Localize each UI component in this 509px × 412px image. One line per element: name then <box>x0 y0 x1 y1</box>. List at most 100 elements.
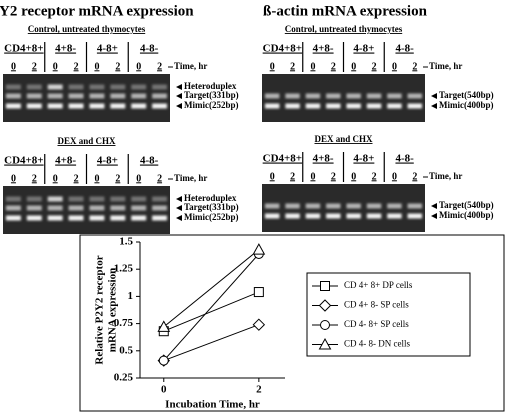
band-label: Mimic(252bp) <box>184 212 239 222</box>
gel-band <box>131 103 147 109</box>
gel-band <box>265 213 280 219</box>
gel-band <box>68 215 84 221</box>
legend-label: CD 4+ 8+ DP cells <box>344 280 413 290</box>
lane-group-label: 4-8- <box>395 43 414 55</box>
band-arrow <box>176 93 182 99</box>
time-label: 0 <box>136 173 141 184</box>
legend-label: CD 4+ 8- SP cells <box>344 300 409 310</box>
time-label: 2 <box>412 61 417 72</box>
time-label: 0 <box>392 61 397 72</box>
gel-band <box>407 213 422 219</box>
legend-marker <box>320 320 330 330</box>
time-label: 0 <box>310 171 315 182</box>
x-tick-label: 0 <box>161 384 167 396</box>
time-label: 0 <box>53 173 58 184</box>
time-label: 2 <box>412 171 417 182</box>
band-label: Mimic(400bp) <box>439 100 494 110</box>
gel-band <box>265 93 280 99</box>
gel-band <box>305 103 321 109</box>
legend-label: CD 4- 8+ SP cells <box>344 319 409 329</box>
time-label: 0 <box>351 171 356 182</box>
gel-band <box>366 203 382 209</box>
gel-band <box>6 103 21 109</box>
gel-band <box>407 203 422 209</box>
legend-label: CD 4- 8- DN cells <box>344 339 410 349</box>
gel-band <box>47 205 63 211</box>
y-axis-label: mRNA expression <box>107 268 119 352</box>
gel-band <box>110 84 126 90</box>
time-label: 2 <box>290 171 295 182</box>
legend-marker <box>318 299 332 312</box>
band-label: Mimic(252bp) <box>184 100 239 110</box>
band-arrow <box>431 213 437 219</box>
gel-band <box>346 213 361 219</box>
series-line <box>163 324 260 362</box>
gel-band <box>305 213 321 219</box>
lane-group-label: CD4+8+ <box>4 155 43 167</box>
gel-band <box>89 103 105 109</box>
time-label: 2 <box>32 173 37 184</box>
y-tick-label: 1.5 <box>119 236 133 248</box>
panel-subtitle: Control, untreated thymocytes <box>28 24 146 34</box>
lane-group-label: 4-8+ <box>353 43 374 55</box>
gel-band <box>131 215 147 221</box>
y-tick-label: 0.25 <box>114 372 134 384</box>
band-label: Target(540bp) <box>439 200 494 210</box>
time-label: 0 <box>94 173 99 184</box>
marker <box>253 287 264 298</box>
gel-band <box>152 84 167 90</box>
marker <box>252 243 266 255</box>
lane-group-label: CD4+8+ <box>263 43 302 55</box>
gel-band <box>26 196 42 202</box>
gel-band <box>47 103 63 109</box>
gel-band <box>47 215 63 221</box>
gel-band <box>6 215 21 221</box>
band-label: Heteroduplex <box>184 193 237 203</box>
gel-band <box>110 215 126 221</box>
gel-band <box>131 84 147 90</box>
gel-band <box>89 215 105 221</box>
gel-band <box>387 213 402 219</box>
band-arrow <box>431 93 437 99</box>
chart-frame <box>79 234 505 412</box>
lane-group-label: 4+8- <box>55 43 76 55</box>
gel-band <box>89 196 105 202</box>
band-arrow <box>176 205 182 211</box>
time-unit: Time, hr <box>174 61 207 71</box>
gel-band <box>131 93 147 99</box>
time-label: 2 <box>32 61 37 72</box>
time-unit: Time, hr <box>429 61 462 71</box>
lane-group-label: 4-8- <box>140 43 159 55</box>
gel-band <box>68 103 84 109</box>
gel-band <box>110 205 126 211</box>
time-label: 2 <box>372 171 377 182</box>
gel-band <box>366 103 382 109</box>
time-label: 2 <box>115 61 120 72</box>
gel-band <box>285 103 300 109</box>
y-tick-label: 0.75 <box>114 317 134 329</box>
gel-band <box>387 103 402 109</box>
legend-box <box>306 272 471 357</box>
lane-group-label: 4+8- <box>313 153 334 165</box>
panel-subtitle: DEX and CHX <box>314 134 373 144</box>
lane-group-label: 4-8- <box>140 155 159 167</box>
gel-band <box>131 196 147 202</box>
gel-band <box>68 84 84 90</box>
marker <box>252 318 266 331</box>
lane-group-label: 4+8- <box>55 155 76 167</box>
gel-band <box>26 93 42 99</box>
lane-group-label: 4-8+ <box>97 155 118 167</box>
gel-band <box>366 93 382 99</box>
gel-band <box>152 93 167 99</box>
lane-group-label: CD4+8+ <box>263 153 302 165</box>
gel-band <box>47 196 63 202</box>
band-label: Mimic(400bp) <box>439 210 494 220</box>
gel-band <box>346 93 361 99</box>
gel-band <box>407 93 422 99</box>
gel-band <box>6 84 21 90</box>
gel-band <box>366 213 382 219</box>
gel-band <box>152 103 167 109</box>
time-label: 2 <box>115 173 120 184</box>
marker <box>158 355 169 366</box>
